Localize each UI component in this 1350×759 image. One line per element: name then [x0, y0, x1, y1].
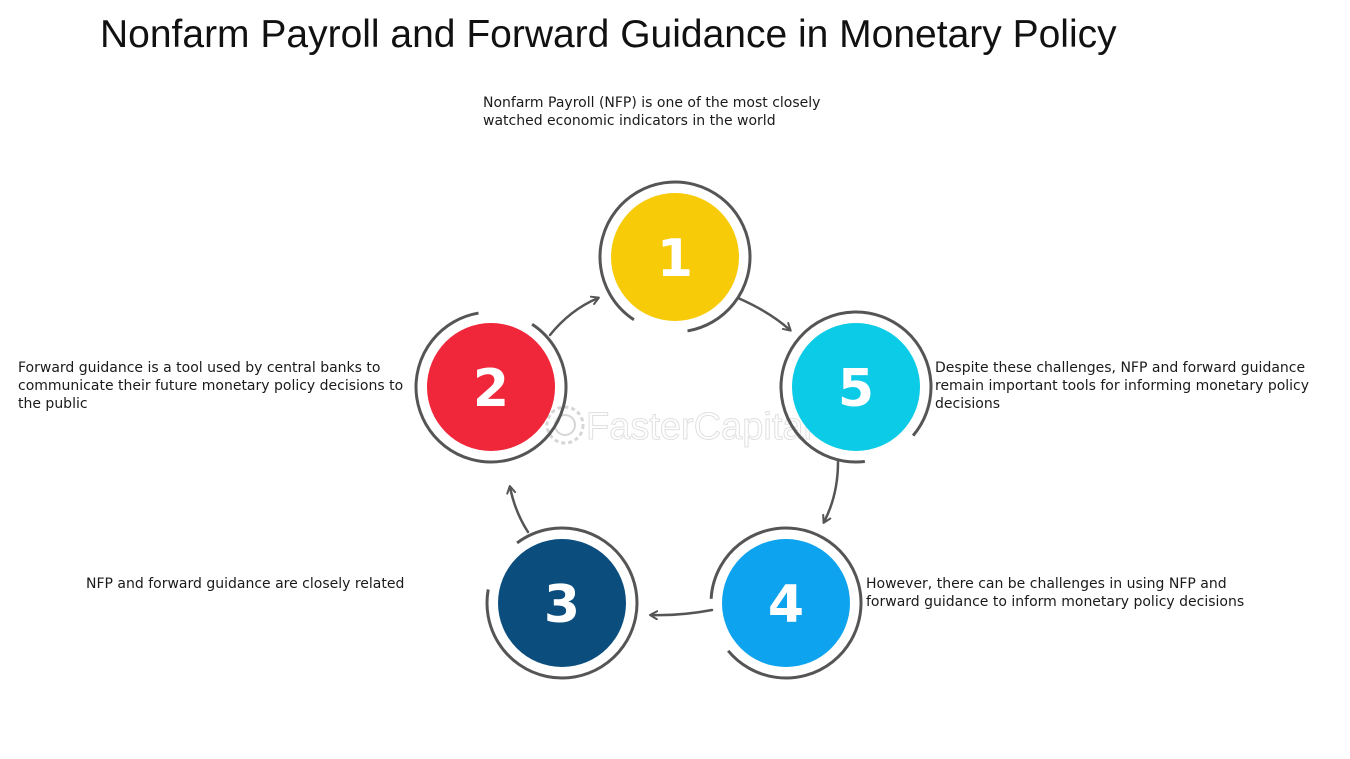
step-4-ring: [709, 526, 863, 680]
step-3-ring: [485, 526, 639, 680]
step-3-description: NFP and forward guidance are closely rel…: [86, 576, 405, 592]
step-2-node: 2: [414, 310, 568, 464]
step-5-ring: [779, 310, 933, 464]
step-4-node: 4: [709, 526, 863, 680]
step-4-circle: [722, 539, 850, 667]
step-4-number: 4: [768, 575, 804, 635]
arrow-4-to-3: [649, 608, 714, 621]
step-5-description: Despite these challenges, NFP and forwar…: [935, 360, 1310, 412]
watermark: FasterCapital: [545, 405, 812, 449]
step-5-node: 5: [779, 310, 933, 464]
step-1-node: 1: [598, 180, 752, 334]
step-2-description: Forward guidance is a tool used by centr…: [18, 360, 404, 412]
step-4-description: However, there can be challenges in usin…: [866, 576, 1245, 610]
step-5-number: 5: [838, 359, 874, 419]
page-title: Nonfarm Payroll and Forward Guidance in …: [100, 13, 1117, 56]
arrow-3-to-2: [506, 485, 530, 534]
step-5-circle: [792, 323, 920, 451]
step-3-number: 3: [544, 575, 580, 635]
watermark-gear-icon: [545, 405, 585, 445]
step-1-number: 1: [657, 229, 693, 289]
watermark-text: FasterCapital: [586, 406, 812, 448]
step-3-circle: [498, 539, 626, 667]
arrow-1-to-5: [736, 296, 792, 332]
step-3-node: 3: [485, 526, 639, 680]
arrow-2-to-1: [548, 295, 600, 337]
step-1-circle: [611, 193, 739, 321]
arrow-5-to-4: [822, 460, 840, 524]
step-1-ring: [598, 180, 752, 334]
step-2-circle: [427, 323, 555, 451]
step-1-description: Nonfarm Payroll (NFP) is one of the most…: [483, 95, 821, 129]
step-2-number: 2: [473, 359, 509, 419]
step-2-ring: [414, 310, 568, 464]
cycle-arrows: [506, 295, 840, 621]
